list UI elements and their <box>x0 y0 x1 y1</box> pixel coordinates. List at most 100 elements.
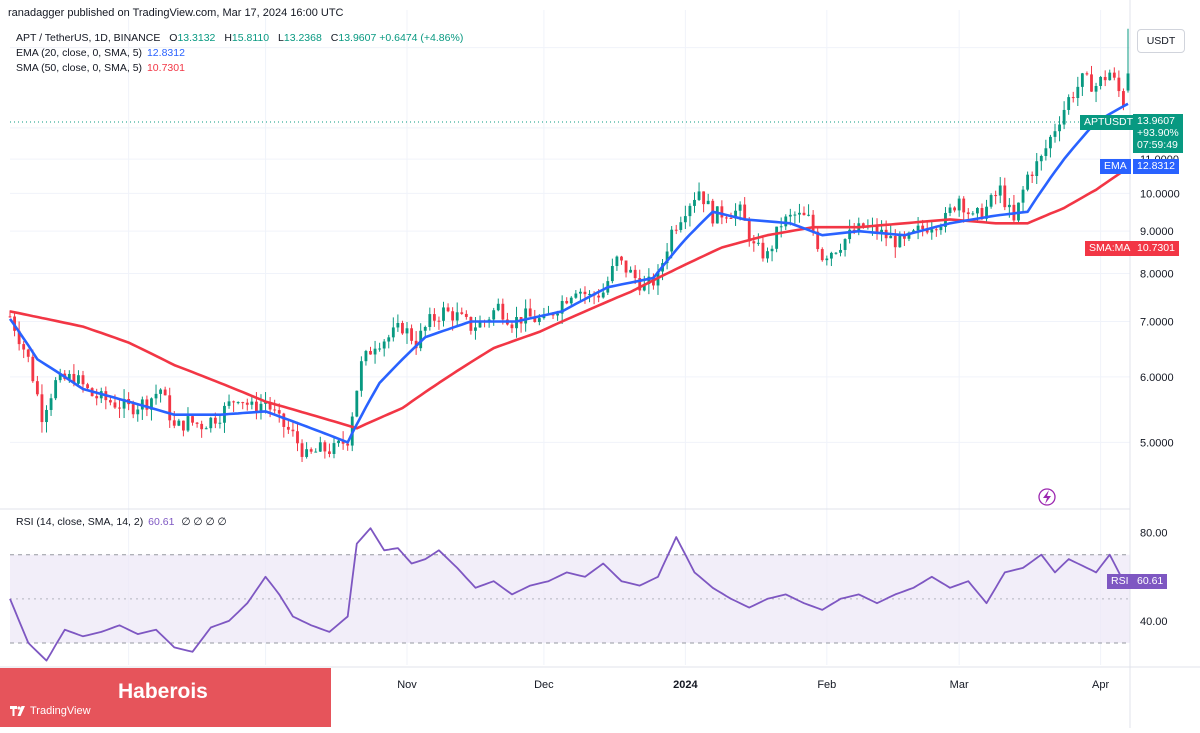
candle-body <box>766 251 769 259</box>
indicator-lines <box>8 102 1129 662</box>
candle-body <box>451 311 455 321</box>
candle-body <box>597 295 601 298</box>
sma-legend-value: 10.7301 <box>146 62 185 74</box>
candle-body <box>524 308 528 324</box>
candle-body <box>583 291 587 295</box>
banner-title: Haberois <box>118 680 208 703</box>
candle-body <box>341 440 345 444</box>
candle-body <box>565 300 569 304</box>
candle-body <box>382 341 386 349</box>
candle-body <box>200 423 204 430</box>
candle-body <box>930 229 934 233</box>
sma-tag-label: SMA:MA <box>1089 242 1131 254</box>
candle-body <box>820 249 824 261</box>
price-tag-change: +93.90% <box>1137 127 1179 139</box>
candle-body <box>578 291 582 294</box>
candle-body <box>1080 73 1084 87</box>
tradingview-logo[interactable]: TradingView <box>10 705 91 717</box>
candle-body <box>1053 131 1057 137</box>
price-tick-label: 9.0000 <box>1140 226 1174 238</box>
candle-body <box>1122 91 1125 107</box>
candle-body <box>770 248 774 252</box>
candle-body <box>1062 109 1066 125</box>
candle-body <box>720 206 724 218</box>
candle-body <box>150 398 153 410</box>
candle-body <box>1007 204 1011 208</box>
price-tick-label: 5.0000 <box>1140 437 1174 449</box>
candle-body <box>902 234 906 239</box>
candle-body <box>118 407 121 409</box>
high-value: 15.8110 <box>231 32 270 44</box>
candles <box>8 28 1130 463</box>
candle-body <box>277 410 281 414</box>
candle-body <box>318 442 322 452</box>
candle-body <box>236 402 240 404</box>
candle-body <box>455 312 459 321</box>
candle-body <box>501 303 505 320</box>
candle-body <box>159 389 163 394</box>
symbol-legend: APT / TetherUS, 1D, BINANCE O13.3132 H15… <box>16 32 463 44</box>
candle-body <box>693 199 696 206</box>
candle-body <box>314 451 318 453</box>
candle-body <box>1030 174 1034 177</box>
candle-body <box>245 402 249 405</box>
time-tick-label: Mar <box>950 679 969 691</box>
candle-body <box>131 404 135 415</box>
ema-tag-label: EMA <box>1104 160 1127 172</box>
candle-body <box>31 356 35 382</box>
lightning-icon[interactable] <box>1038 488 1056 506</box>
candle-body <box>1026 174 1030 190</box>
candle-body <box>163 389 167 396</box>
candle-body <box>670 229 674 252</box>
candle-body <box>255 401 258 413</box>
candle-body <box>474 327 477 331</box>
candle-body <box>296 431 299 444</box>
candle-body <box>54 380 58 399</box>
candle-body <box>793 214 797 216</box>
candle-body <box>620 256 623 261</box>
candle-body <box>729 217 733 219</box>
candle-body <box>679 222 683 230</box>
rsi-value-tag: 60.61 <box>1133 574 1168 589</box>
candle-body <box>286 426 290 430</box>
candle-body <box>683 216 687 223</box>
candle-body <box>172 420 176 426</box>
candle-body <box>460 312 464 314</box>
candle-body <box>1039 156 1043 162</box>
candle-body <box>122 398 126 409</box>
candle-body <box>72 373 76 384</box>
candle-body <box>268 402 272 410</box>
ema-legend-value: 12.8312 <box>146 47 185 59</box>
price-tick-label: 6.0000 <box>1140 372 1174 384</box>
currency-button[interactable]: USDT <box>1137 29 1185 53</box>
candle-body <box>478 321 482 328</box>
candle-body <box>373 348 377 355</box>
candle-body <box>574 293 578 298</box>
candle-body <box>264 402 267 404</box>
time-tick-label: Apr <box>1092 679 1109 691</box>
candle-body <box>337 440 340 444</box>
sma-tag-value: 10.7301 <box>1137 242 1175 254</box>
candle-body <box>747 220 751 242</box>
candle-body <box>528 308 532 317</box>
candle-body <box>410 328 413 341</box>
candle-body <box>971 213 975 215</box>
candle-body <box>861 223 865 228</box>
candle-body <box>26 349 30 357</box>
candle-body <box>204 428 208 430</box>
candle-body <box>779 226 783 228</box>
candle-body <box>588 293 591 295</box>
candle-body <box>17 330 21 345</box>
candle-body <box>761 242 765 259</box>
symbol-tag: APTUSDT <box>1080 115 1138 130</box>
rsi-tag: RSI <box>1107 574 1133 589</box>
rsi-line <box>9 527 1129 662</box>
candle-body <box>359 361 363 391</box>
candle-body <box>939 226 943 231</box>
candle-body <box>391 327 395 338</box>
time-tick-label: Nov <box>397 679 417 691</box>
candle-body <box>437 320 441 322</box>
candle-body <box>191 416 194 423</box>
